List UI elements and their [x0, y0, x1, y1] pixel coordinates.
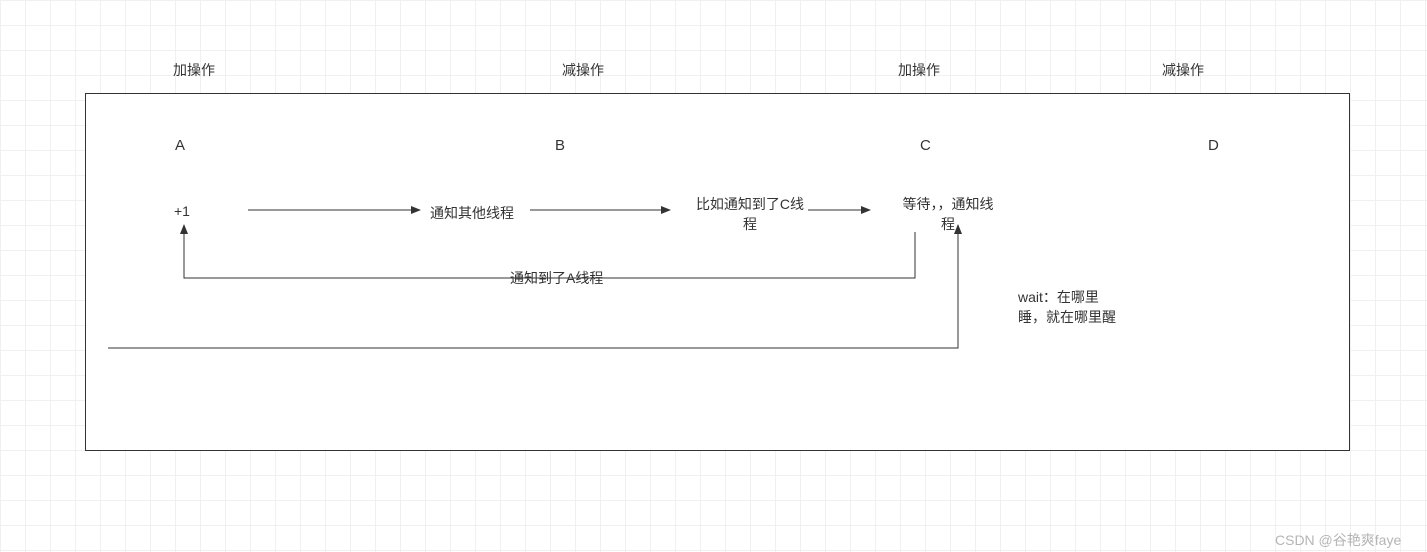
header-col3: 加操作	[898, 60, 940, 80]
node-notify-others: 通知其他线程	[430, 203, 514, 223]
node-plus-one: +1	[174, 203, 190, 219]
column-c: C	[920, 137, 931, 154]
diagram-main-box	[85, 93, 1350, 451]
header-col4: 减操作	[1162, 60, 1204, 80]
header-col1: 加操作	[173, 60, 215, 80]
column-a: A	[175, 137, 185, 154]
column-d: D	[1208, 137, 1219, 154]
header-col2: 减操作	[562, 60, 604, 80]
column-b: B	[555, 137, 565, 154]
node-notify-c: 比如通知到了C线 程	[680, 195, 820, 234]
watermark: CSDN @谷艳爽faye	[1275, 530, 1401, 550]
node-wait-note: wait：在哪里 睡，就在哪里醒	[1018, 288, 1168, 327]
node-wait-notify: 等待，，通知线 程	[878, 195, 1018, 234]
node-notify-a: 通知到了A线程	[510, 268, 603, 288]
